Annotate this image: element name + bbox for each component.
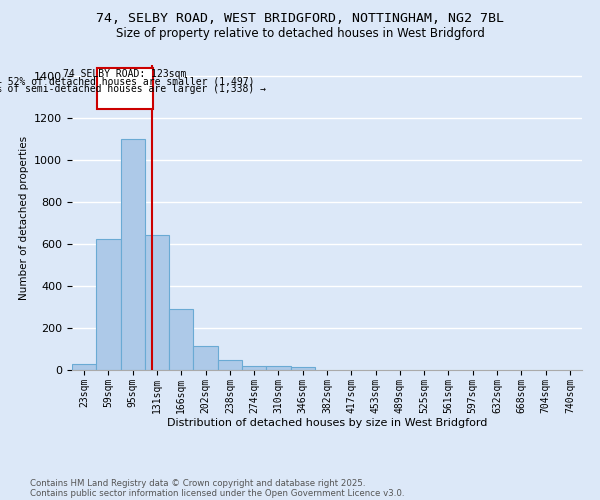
Text: Contains public sector information licensed under the Open Government Licence v3: Contains public sector information licen…	[30, 488, 404, 498]
Text: 47% of semi-detached houses are larger (1,338) →: 47% of semi-detached houses are larger (…	[0, 84, 266, 94]
Text: 74 SELBY ROAD: 123sqm: 74 SELBY ROAD: 123sqm	[64, 69, 187, 79]
Bar	[266, 366, 290, 370]
Bar	[72, 364, 96, 370]
Bar	[218, 360, 242, 370]
Bar	[121, 138, 145, 370]
Y-axis label: Number of detached properties: Number of detached properties	[19, 136, 29, 300]
Bar	[145, 236, 169, 370]
FancyBboxPatch shape	[97, 68, 154, 109]
Bar	[169, 309, 193, 370]
Bar	[96, 240, 121, 370]
Text: Contains HM Land Registry data © Crown copyright and database right 2025.: Contains HM Land Registry data © Crown c…	[30, 478, 365, 488]
Text: 74, SELBY ROAD, WEST BRIDGFORD, NOTTINGHAM, NG2 7BL: 74, SELBY ROAD, WEST BRIDGFORD, NOTTINGH…	[96, 12, 504, 26]
Bar	[242, 366, 266, 370]
Text: Size of property relative to detached houses in West Bridgford: Size of property relative to detached ho…	[116, 28, 484, 40]
Text: ← 52% of detached houses are smaller (1,497): ← 52% of detached houses are smaller (1,…	[0, 77, 254, 87]
Bar	[290, 368, 315, 370]
X-axis label: Distribution of detached houses by size in West Bridgford: Distribution of detached houses by size …	[167, 418, 487, 428]
Bar	[193, 346, 218, 370]
